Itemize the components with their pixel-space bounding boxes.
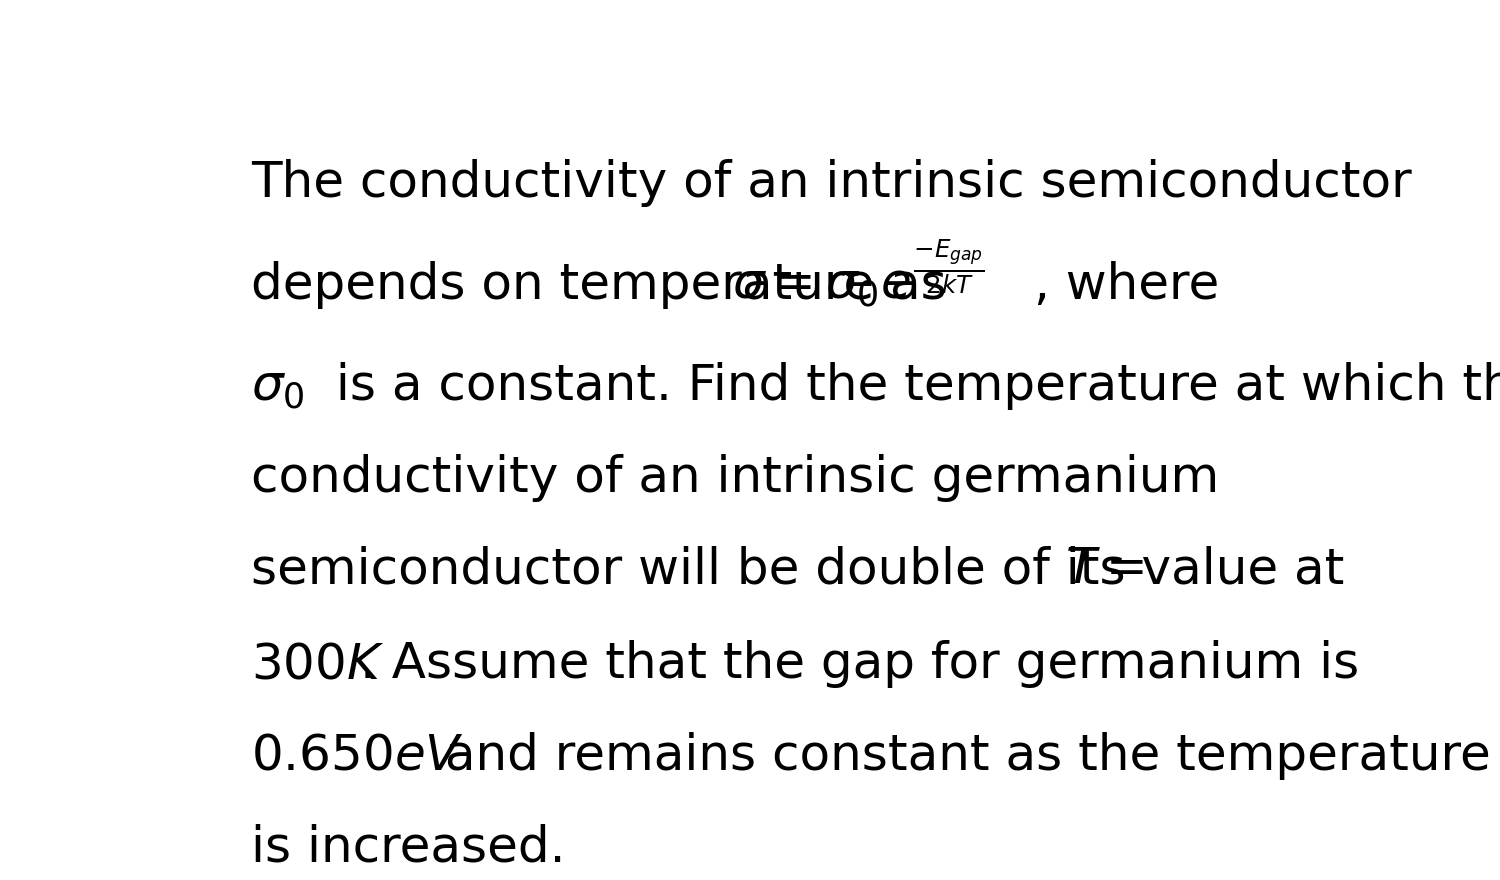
Text: $\sigma_0$: $\sigma_0$ bbox=[252, 363, 305, 411]
Text: $0.650eV$: $0.650eV$ bbox=[252, 731, 465, 780]
Text: is increased.: is increased. bbox=[252, 823, 566, 871]
Text: . Assume that the gap for germanium is: . Assume that the gap for germanium is bbox=[360, 640, 1359, 688]
Text: The conductivity of an intrinsic semiconductor: The conductivity of an intrinsic semicon… bbox=[252, 159, 1411, 207]
Text: $\sigma = \sigma_0 e^{\frac{-E_{gap}}{2kT}}$: $\sigma = \sigma_0 e^{\frac{-E_{gap}}{2k… bbox=[732, 237, 984, 310]
Text: and remains constant as the temperature: and remains constant as the temperature bbox=[429, 731, 1491, 780]
Text: semiconductor will be double of its value at: semiconductor will be double of its valu… bbox=[252, 546, 1360, 593]
Text: $300K$: $300K$ bbox=[252, 640, 386, 688]
Text: conductivity of an intrinsic germanium: conductivity of an intrinsic germanium bbox=[252, 454, 1220, 502]
Text: is a constant. Find the temperature at which the: is a constant. Find the temperature at w… bbox=[320, 363, 1500, 410]
Text: depends on temperature as: depends on temperature as bbox=[252, 260, 980, 309]
Text: , where: , where bbox=[1034, 260, 1220, 309]
Text: $T =$: $T =$ bbox=[1065, 546, 1144, 593]
